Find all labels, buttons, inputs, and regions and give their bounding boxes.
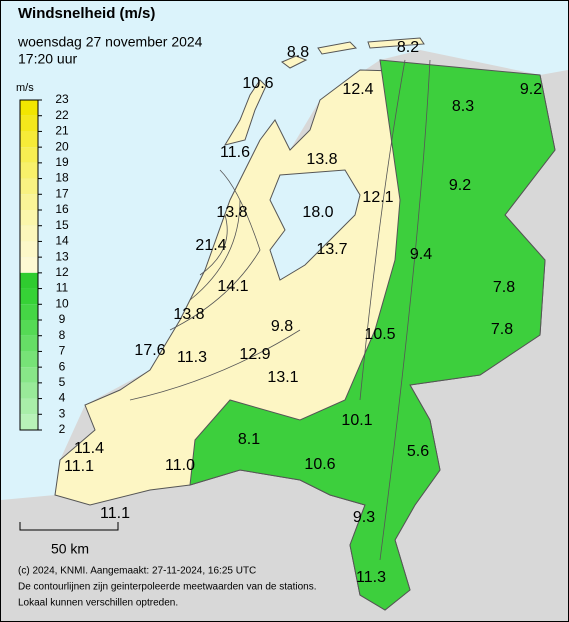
legend-label: 11 <box>56 281 69 295</box>
legend-label: 18 <box>55 171 69 185</box>
legend-frame <box>19 99 39 431</box>
sea <box>1 1 568 500</box>
legend-label: 14 <box>55 234 69 248</box>
station-value: 13.8 <box>173 306 204 323</box>
high-wind-area <box>189 59 556 611</box>
station-value: 7.8 <box>493 279 515 296</box>
legend-swatch <box>20 272 38 289</box>
legend-label: 16 <box>55 202 69 216</box>
station-value: 13.8 <box>216 204 247 221</box>
legend-label: 3 <box>59 406 66 420</box>
station-value: 13.8 <box>306 151 337 168</box>
legend-swatch <box>20 304 38 320</box>
legend-swatch <box>20 115 38 132</box>
footer-line: De contourlijnen zijn geinterpoleerde me… <box>18 582 317 593</box>
legend-swatch <box>20 147 38 163</box>
date: woensdag 27 november 2024 <box>17 34 203 50</box>
station-value: 10.6 <box>304 456 335 473</box>
legend-label: 23 <box>55 92 69 106</box>
legend-label: 20 <box>55 139 69 153</box>
legend-swatch <box>20 100 38 116</box>
legend-label: 7 <box>59 344 66 358</box>
station-value: 10.6 <box>242 75 273 92</box>
station-value: 11.6 <box>220 144 250 161</box>
station-value: 11.3 <box>177 349 207 366</box>
ijsselmeer <box>269 169 361 281</box>
legend-swatch <box>20 335 38 352</box>
station-value: 12.1 <box>362 189 393 206</box>
wadden-islands <box>223 37 425 146</box>
footer-line: Lokaal kunnen verschillen optreden. <box>18 598 178 609</box>
station-value: 12.4 <box>342 81 373 98</box>
legend-label: 17 <box>55 186 69 200</box>
station-value: 8.1 <box>238 431 260 448</box>
legend-swatch <box>20 241 38 258</box>
station-value: 8.3 <box>452 98 474 115</box>
station-value: 12.9 <box>239 346 270 363</box>
station-value: 13.1 <box>267 369 298 386</box>
station-value: 8.8 <box>287 44 309 61</box>
legend-swatch <box>20 257 38 273</box>
legend-swatch <box>20 351 38 368</box>
legend-swatch <box>20 162 38 179</box>
legend-label: 21 <box>55 124 69 138</box>
station-value: 11.3 <box>356 569 386 586</box>
legend-label: 10 <box>55 296 69 310</box>
station-value: 14.1 <box>217 278 248 295</box>
legend-swatch <box>20 320 38 336</box>
station-value: 17.6 <box>134 342 165 359</box>
legend-label: 9 <box>59 312 66 326</box>
legend-swatch <box>20 398 38 415</box>
station-value: 9.2 <box>449 177 471 194</box>
legend-label: 8 <box>59 328 66 342</box>
legend-label: 13 <box>55 249 69 263</box>
legend-swatch <box>20 414 38 430</box>
legend-label: 2 <box>59 422 66 436</box>
station-value: 5.6 <box>407 443 429 460</box>
station-values: 8.8 8.2 10.6 12.4 8.3 9.2 11.6 13.8 12.1 9.2 13.8 1… <box>64 39 542 586</box>
footer-line: (c) 2024, KNMI. Aangemaakt: 27-11-2024, … <box>18 566 256 577</box>
legend-swatch <box>20 367 38 383</box>
legend-swatch <box>20 225 38 242</box>
station-value: 7.8 <box>491 321 513 338</box>
station-value: 10.5 <box>364 326 395 343</box>
station-value: 8.2 <box>397 39 419 56</box>
legend-label: 6 <box>59 359 66 373</box>
station-value: 11.1 <box>100 505 130 522</box>
legend-swatch <box>20 131 38 148</box>
legend-label: 12 <box>55 265 69 279</box>
scale-bar <box>19 522 119 531</box>
station-value: 11.0 <box>165 457 195 474</box>
contours <box>129 59 431 561</box>
title: Windsnelheid (m/s) <box>18 5 155 22</box>
station-value: 10.1 <box>341 412 372 429</box>
legend-swatch <box>20 210 38 226</box>
legend-swatch <box>20 382 38 399</box>
legend-swatch <box>20 178 38 195</box>
station-value: 11.4 <box>74 440 104 457</box>
time: 17:20 uur <box>18 51 77 67</box>
station-value: 13.7 <box>316 241 347 258</box>
legend-label: 22 <box>55 108 69 122</box>
station-value: 21.4 <box>195 237 226 254</box>
legend-unit: m/s <box>16 82 34 94</box>
station-value: 11.1 <box>64 458 94 475</box>
scale-label: 50 km <box>51 541 89 557</box>
legend-label: 5 <box>59 375 66 389</box>
station-value: 18.0 <box>302 204 333 221</box>
legend-label: 15 <box>55 218 69 232</box>
station-value: 9.8 <box>271 318 293 335</box>
legend-swatch <box>20 288 38 305</box>
legend-swatch <box>20 194 38 210</box>
station-value: 9.3 <box>353 509 375 526</box>
station-value: 9.2 <box>520 81 542 98</box>
legend-label: 19 <box>55 155 69 169</box>
station-value: 9.4 <box>410 246 432 263</box>
legend-label: 4 <box>59 391 66 405</box>
